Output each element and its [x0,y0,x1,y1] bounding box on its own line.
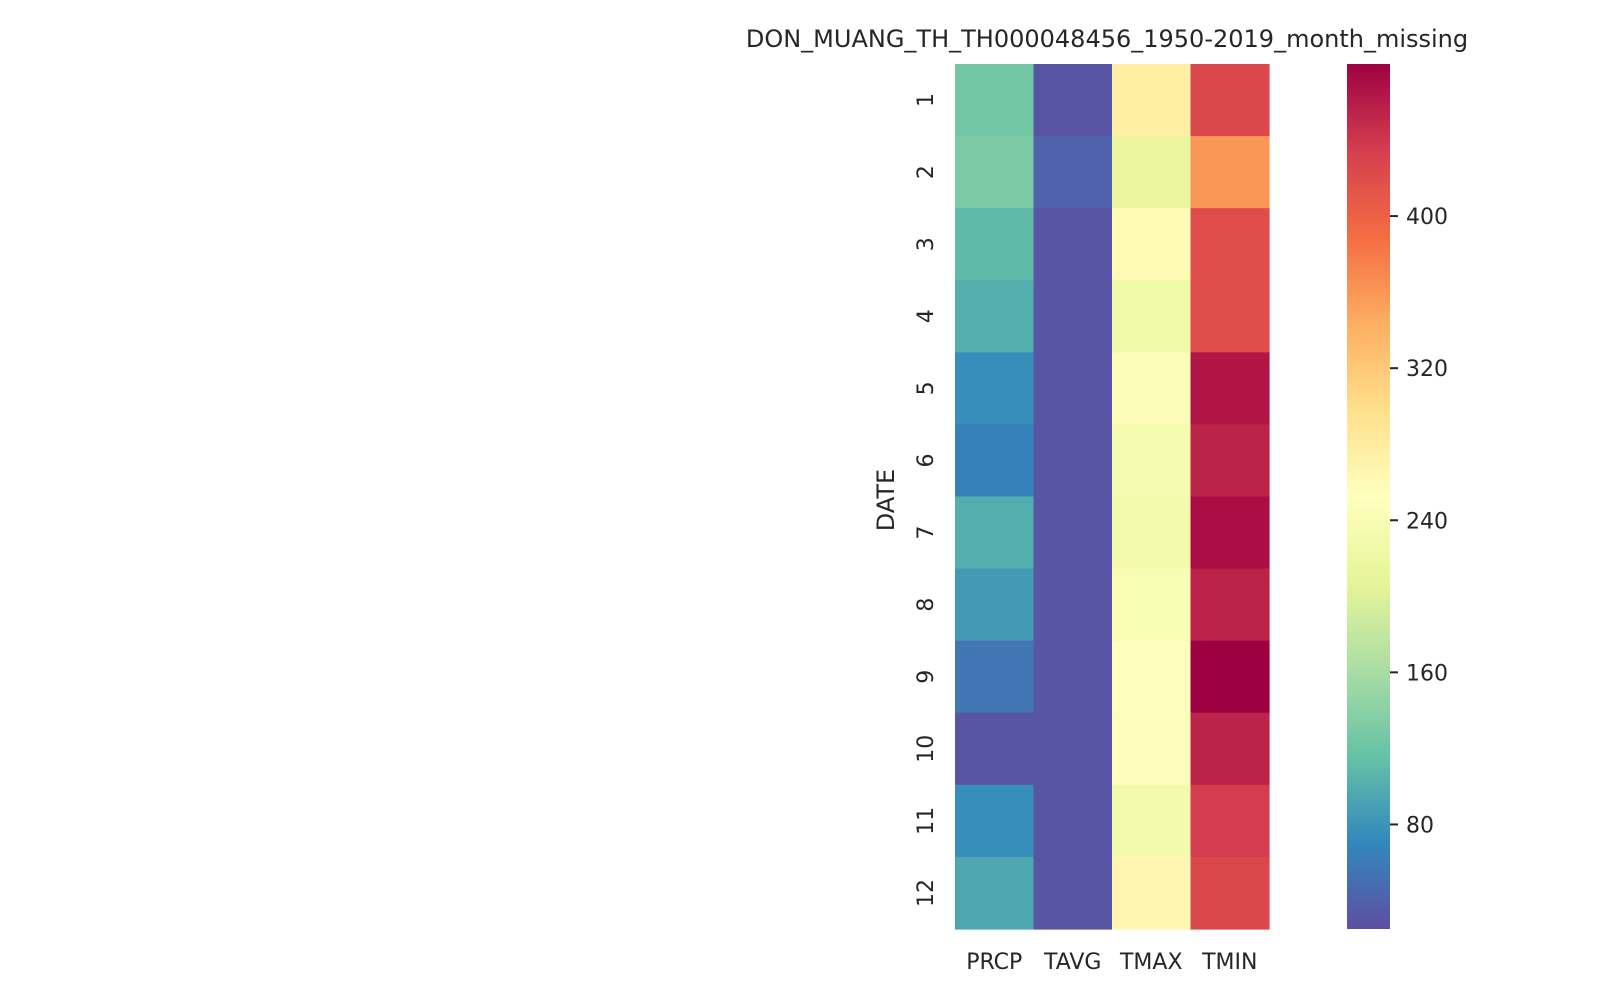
column-tick-label: TMIN [1201,950,1257,975]
row-tick-label: 1 [914,93,939,107]
heatmap-cell [1190,640,1270,714]
heatmap-cell [1190,352,1270,426]
heatmap-cell [1112,208,1192,281]
colorbar-tick-label: 320 [1406,357,1448,382]
heatmap-cell [1112,568,1192,642]
heatmap-cell [1112,352,1192,426]
heatmap-cell [955,568,1035,642]
heatmap-cell [1112,136,1192,209]
row-tick-label: 10 [914,735,939,763]
y-axis-label: DATE [872,469,900,531]
heatmap-cell [955,496,1035,570]
row-tick-label: 8 [914,598,939,612]
colorbar-tick-label: 240 [1406,509,1448,534]
heatmap-cell [1033,856,1113,930]
heatmap-cell [1190,496,1270,570]
heatmap-cell [1033,784,1113,858]
heatmap-cell [1112,496,1192,570]
heatmap-cell [955,856,1035,930]
heatmap-cell [955,208,1035,281]
heatmap-cell [1033,640,1113,714]
chart-title: DON_MUANG_TH_TH000048456_1950-2019_month… [746,25,1468,53]
row-tick-label: 9 [914,670,939,684]
heatmap-cell [1033,568,1113,642]
heatmap-cell [1033,64,1113,137]
heatmap-cell [955,424,1035,498]
column-tick-label: TAVG [1043,950,1101,975]
heatmap-cell [955,712,1035,786]
heatmap-cell [1190,784,1270,858]
heatmap-cell [1112,784,1192,858]
heatmap-cell [1112,280,1192,353]
heatmap-cell [1112,424,1192,498]
row-tick-label: 6 [914,453,939,467]
column-tick-labels: PRCP TAVG TMAX TMIN [966,950,1257,975]
colorbar-ticks: 80 160 240 320 400 [1390,205,1448,838]
heatmap-cell [955,136,1035,209]
heatmap-cell [1033,712,1113,786]
colorbar-tick-label: 80 [1406,813,1434,838]
heatmap-cell [1112,712,1192,786]
heatmap-cell [1190,136,1270,209]
heatmap-cell [955,352,1035,426]
heatmap-cell [1112,856,1192,930]
heatmap-cell [1190,712,1270,786]
heatmap-cell [1190,280,1270,353]
heatmap-cell [1190,64,1270,137]
column-tick-label: TMAX [1119,950,1183,975]
heatmap-cell [1112,64,1192,137]
heatmap-cell [1190,208,1270,281]
row-tick-label: 5 [914,381,939,395]
colorbar [1347,64,1390,929]
heatmap-cell [1033,208,1113,281]
row-tick-label: 2 [914,165,939,179]
heatmap-cell [1190,856,1270,930]
row-tick-label: 12 [914,879,939,907]
heatmap-cell [1033,496,1113,570]
heatmap-cell [1033,280,1113,353]
heatmap-cell [1033,352,1113,426]
colorbar-tick-label: 160 [1406,661,1448,686]
heatmap-cell [1190,424,1270,498]
heatmap-cell [955,784,1035,858]
row-tick-label: 4 [914,309,939,323]
colorbar-tick-label: 400 [1406,205,1448,230]
heatmap-cell [955,280,1035,353]
heatmap-cell [1033,424,1113,498]
row-tick-label: 3 [914,237,939,251]
heatmap-cell [1112,640,1192,714]
row-tick-label: 7 [914,526,939,540]
row-tick-label: 11 [914,807,939,835]
heatmap-cell [1033,136,1113,209]
column-tick-label: PRCP [966,950,1022,975]
heatmap-cell [955,64,1035,137]
heatmap-cell [955,640,1035,714]
heatmap-cells [955,64,1270,930]
heatmap-cell [1190,568,1270,642]
